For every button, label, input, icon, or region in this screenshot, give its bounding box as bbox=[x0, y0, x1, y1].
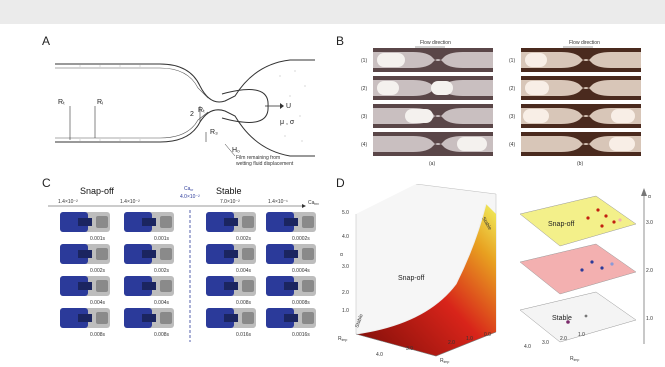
ca-value-4: 1.4×10⁻¹ bbox=[268, 199, 288, 205]
row-label-b3: (3) bbox=[509, 114, 515, 120]
row-label-b2: (2) bbox=[509, 86, 515, 92]
panel-b-photos: Flow direction Flow direction (1) (2) (3… bbox=[361, 40, 641, 167]
label-rt: Rₜ bbox=[58, 99, 65, 106]
r-tick-3: 3.0 bbox=[406, 346, 413, 352]
plane-stable bbox=[519, 291, 637, 343]
time-3-4: 0.0008s bbox=[292, 300, 310, 306]
right-r-axis: Rimp bbox=[570, 356, 579, 362]
time-3-1: 0.004s bbox=[90, 300, 106, 306]
label-ri: Rᵢ bbox=[97, 99, 103, 106]
row-label-a2: (2) bbox=[361, 86, 367, 92]
row-label-a4: (4) bbox=[361, 142, 367, 148]
right-alpha-label: α bbox=[648, 194, 651, 200]
panel-b-label: B bbox=[336, 34, 345, 48]
time-3-2: 0.004s bbox=[154, 300, 170, 306]
photo-row-b2 bbox=[521, 76, 641, 100]
photo-row-b4 bbox=[521, 132, 641, 156]
alpha-tick-3: 3.0 bbox=[342, 264, 349, 270]
time-3-3: 0.008s bbox=[236, 300, 252, 306]
time-4-3: 0.016s bbox=[236, 332, 252, 338]
plane-middle bbox=[519, 243, 637, 295]
pore-row-2 bbox=[60, 244, 316, 264]
note-line2: wetting fluid displacement bbox=[236, 161, 294, 167]
time-1-4: 0.0002s bbox=[292, 236, 310, 242]
right-alpha-1: 1.0 bbox=[646, 316, 653, 322]
ca-value-1: 1.4×10⁻² bbox=[58, 199, 78, 205]
pore-row-4 bbox=[60, 308, 316, 328]
photo-row-a1 bbox=[373, 48, 493, 72]
flow-label-a: Flow direction bbox=[420, 40, 451, 46]
time-2-1: 0.002s bbox=[90, 268, 106, 274]
right-r-2: 2.0 bbox=[560, 336, 567, 342]
right-r-1: 1.0 bbox=[578, 332, 585, 338]
pore-row-1 bbox=[60, 212, 316, 232]
r-tick-4: 4.0 bbox=[376, 352, 383, 358]
top-bar bbox=[0, 0, 665, 24]
time-4-2: 0.008s bbox=[154, 332, 170, 338]
photo-row-a4 bbox=[373, 132, 493, 156]
r-tick-0: 0.0 bbox=[484, 332, 491, 338]
time-2-4: 0.0004s bbox=[292, 268, 310, 274]
time-4-4: 0.0016s bbox=[292, 332, 310, 338]
ca-value-3: 7.0×10⁻² bbox=[220, 199, 240, 205]
flow-label-b: Flow direction bbox=[569, 40, 600, 46]
row-label-a1: (1) bbox=[361, 58, 367, 64]
time-2-2: 0.002s bbox=[154, 268, 170, 274]
surface-plot bbox=[355, 184, 497, 357]
panel-a-schematic: Rₜ Rᵢ 2 Rₜ R₃ U μ , σ H₀ Film remaining … bbox=[55, 59, 315, 167]
ca-cr-label: Cacr bbox=[184, 186, 194, 192]
alpha-tick-4: 4.0 bbox=[342, 234, 349, 240]
time-4-1: 0.008s bbox=[90, 332, 106, 338]
label-u: U bbox=[286, 103, 291, 110]
ca-cr-value: 4.0×10⁻² bbox=[180, 194, 200, 200]
snap-off-heading: Snap-off bbox=[80, 186, 114, 196]
label-2: 2 bbox=[190, 111, 194, 118]
panel-d-label: D bbox=[336, 176, 345, 190]
r-tick-2: 2.0 bbox=[448, 340, 455, 346]
time-1-2: 0.001s bbox=[154, 236, 170, 242]
surface-stable-bottom: Stable bbox=[354, 313, 365, 329]
alpha-tick-2: 2.0 bbox=[342, 290, 349, 296]
stable-heading: Stable bbox=[216, 186, 242, 196]
photo-row-a2 bbox=[373, 76, 493, 100]
alpha-axis-label: α bbox=[340, 252, 343, 258]
right-alpha-3: 3.0 bbox=[646, 220, 653, 226]
panel-c-grid: Snap-off Stable Cacr 4.0×10⁻² Cainv 1.4×… bbox=[48, 186, 319, 342]
row-label-b4: (4) bbox=[509, 142, 515, 148]
plane-snapoff-label: Snap-off bbox=[548, 221, 574, 228]
panel-c-label: C bbox=[42, 176, 51, 190]
plane-stable-label: Stable bbox=[552, 315, 572, 322]
panel-d-plots: α 5.0 4.0 3.0 2.0 1.0 Snap-off Stable St… bbox=[338, 184, 653, 364]
r-tick-1: 1.0 bbox=[466, 336, 473, 342]
row-label-a3: (3) bbox=[361, 114, 367, 120]
right-r-4: 4.0 bbox=[524, 344, 531, 350]
label-h0: H₀ bbox=[232, 147, 240, 154]
alpha-tick-5: 5.0 bbox=[342, 210, 349, 216]
col-label-b: (b) bbox=[577, 161, 583, 167]
right-r-3: 3.0 bbox=[542, 340, 549, 346]
time-1-3: 0.002s bbox=[236, 236, 252, 242]
surface-snapoff-label: Snap-off bbox=[398, 275, 424, 282]
ca-value-2: 1.4×10⁻² bbox=[120, 199, 140, 205]
photo-row-b1 bbox=[521, 48, 641, 72]
label-rt-neck: Rₜ bbox=[198, 107, 205, 114]
time-2-3: 0.004s bbox=[236, 268, 252, 274]
r-axis-bottom: Rimp bbox=[440, 358, 449, 364]
pore-row-3 bbox=[60, 276, 316, 296]
time-1-1: 0.001s bbox=[90, 236, 106, 242]
note-line1: Film remaining from bbox=[236, 155, 280, 161]
photo-row-a3 bbox=[373, 104, 493, 128]
row-label-b1: (1) bbox=[509, 58, 515, 64]
panel-a-label: A bbox=[42, 34, 51, 48]
r-axis-left: Rimp bbox=[338, 336, 347, 342]
ca-inv-label: Cainv bbox=[308, 200, 319, 206]
plane-snapoff bbox=[519, 195, 637, 247]
photo-row-b3 bbox=[521, 104, 641, 128]
label-r3: R₃ bbox=[210, 129, 218, 136]
label-mu-sigma: μ , σ bbox=[280, 119, 295, 126]
col-label-a: (a) bbox=[429, 161, 435, 167]
alpha-tick-1: 1.0 bbox=[342, 308, 349, 314]
right-alpha-2: 2.0 bbox=[646, 268, 653, 274]
